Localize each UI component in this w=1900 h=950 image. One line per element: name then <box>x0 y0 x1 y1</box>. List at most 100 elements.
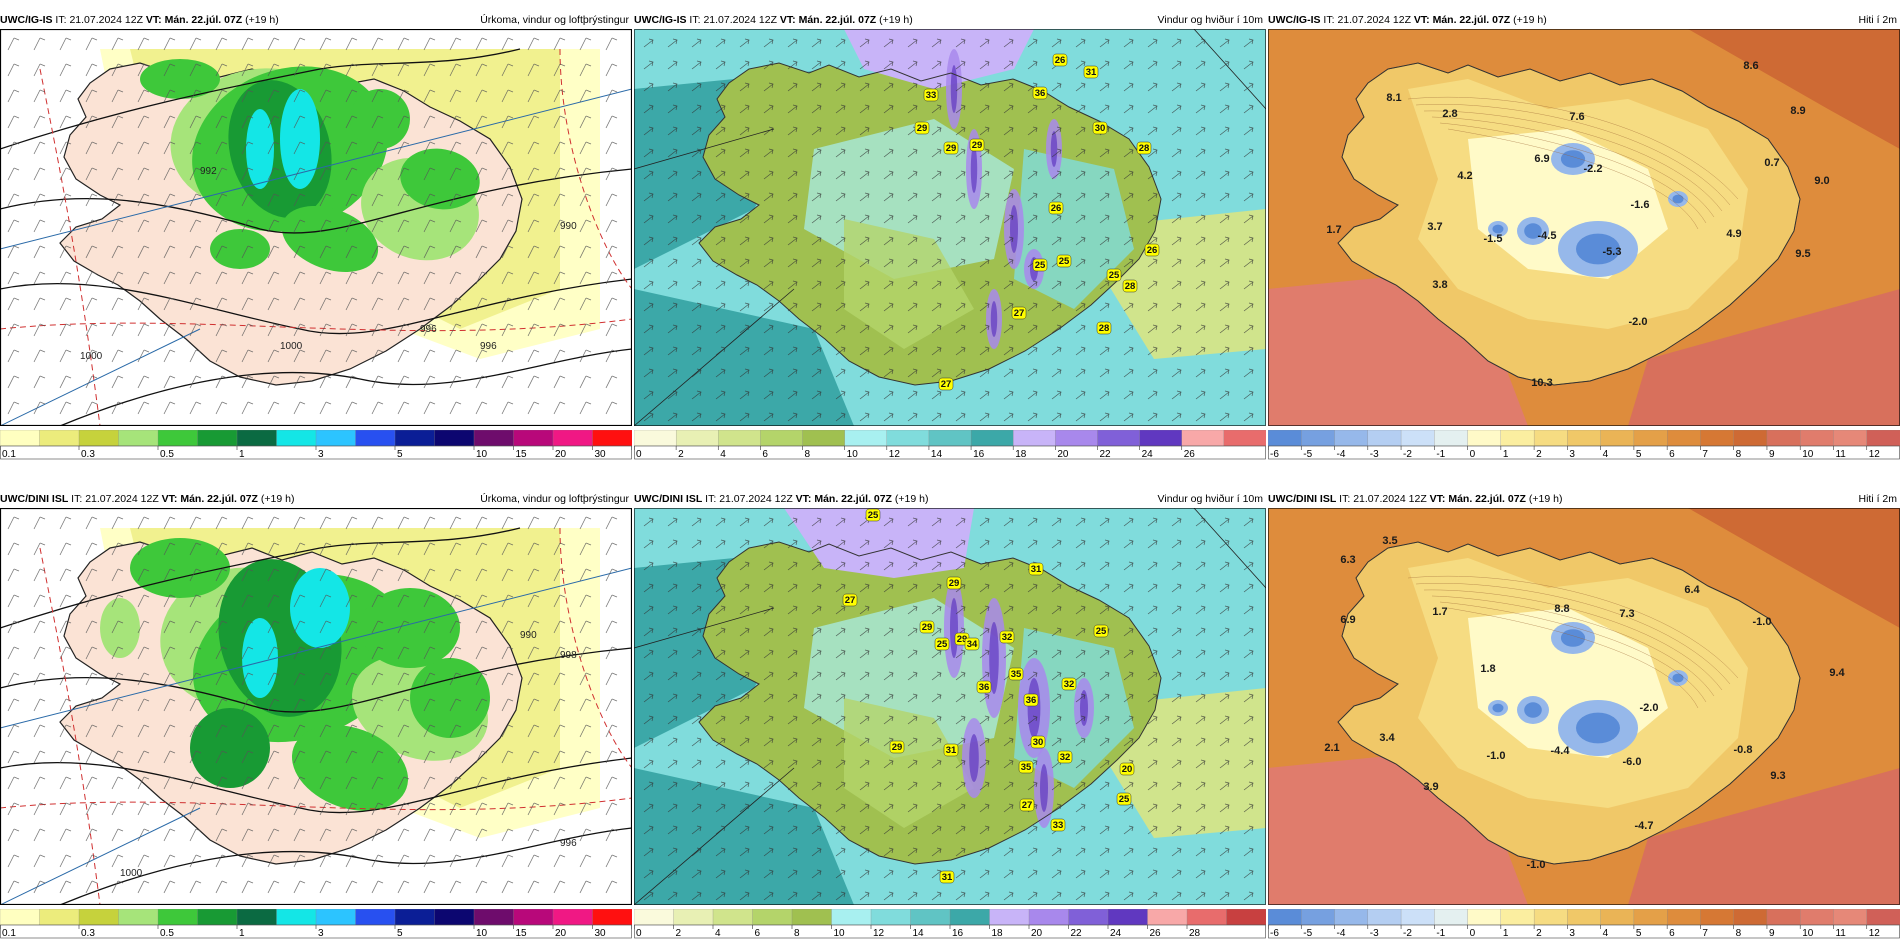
temp-value: 2.8 <box>1442 108 1457 120</box>
gust-marker: 20 <box>1119 762 1135 776</box>
gust-value: 25 <box>1035 260 1046 271</box>
legend-tick-label: 28 <box>1189 928 1201 939</box>
init-time: 21.07.2024 12Z <box>1337 14 1411 26</box>
temp-value: -2.2 <box>1584 163 1603 175</box>
legend-swatch <box>1866 430 1900 447</box>
temp-value: 4.9 <box>1726 228 1741 240</box>
legend-tick-label: -6 <box>1270 449 1279 460</box>
gust-value: 32 <box>1060 752 1071 763</box>
temp-value: 3.9 <box>1423 781 1438 793</box>
gust-value: 35 <box>1021 762 1032 773</box>
panel-header: UWC/IG-IS IT: 21.07.2024 12Z VT: Mán. 22… <box>0 13 632 28</box>
gust-value: 27 <box>941 379 952 390</box>
model-name: UWC/DINI ISL <box>0 493 69 505</box>
gust-value: 31 <box>1086 67 1097 78</box>
legend-swatch <box>434 430 475 447</box>
temp-value: 7.3 <box>1619 608 1634 620</box>
legend-swatch <box>1400 909 1435 926</box>
color-legend: -6 -5 -4 -3 -2 -1 0 1 2 3 4 5 6 7 8 9 10 11 12 <box>1268 430 1900 460</box>
model-name: UWC/DINI ISL <box>634 493 703 505</box>
legend-tick-label: 24 <box>1142 449 1154 460</box>
legend-tick-label: 8 <box>794 928 800 939</box>
gust-marker: 25 <box>1106 268 1122 282</box>
valid-time: Mán. 22.júl. 07Z <box>180 493 258 505</box>
lead-time: (+19 h) <box>1528 493 1563 505</box>
legend-swatch <box>355 430 396 447</box>
legend-tick-label: 0 <box>1470 928 1476 939</box>
legend-swatch <box>513 909 554 926</box>
panel-wind-igis: UWC/IG-IS IT: 21.07.2024 12Z VT: Mán. 22… <box>634 13 1266 465</box>
isobar-label: 1000 <box>280 341 303 352</box>
legend-swatch <box>1766 909 1801 926</box>
legend-swatch <box>1434 430 1469 447</box>
legend-swatch <box>1301 430 1336 447</box>
gust-value: 26 <box>1147 245 1158 256</box>
vt-prefix: VT: <box>779 14 796 26</box>
color-legend: 0 2 4 6 8 10 12 14 16 18 20 22 24 26 28 <box>634 909 1266 939</box>
color-legend: 0.10.30.51351015203050 <box>0 909 632 939</box>
panel-precip-dini: UWC/DINI ISL IT: 21.07.2024 12Z VT: Mán.… <box>0 492 632 944</box>
gust-value: 33 <box>926 90 937 101</box>
gust-marker: 27 <box>842 593 858 607</box>
legend-tick-label: -2 <box>1403 928 1412 939</box>
legend-swatch <box>39 430 80 447</box>
legend-swatch <box>513 430 554 447</box>
legend-swatch <box>78 430 120 447</box>
legend-swatch <box>1733 909 1768 926</box>
valid-time: Mán. 22.júl. 07Z <box>814 493 892 505</box>
map-precip: 996 992 1000 1000 996 990 <box>0 29 632 426</box>
legend-swatch <box>1268 909 1302 926</box>
legend-swatch <box>1800 909 1835 926</box>
legend-tick-label: 15 <box>516 449 528 460</box>
legend-tick-label: 1 <box>239 449 245 460</box>
legend-tick-label: 5 <box>1636 928 1642 939</box>
legend-tick-label: 12 <box>1869 449 1881 460</box>
it-prefix: IT: <box>1323 14 1335 26</box>
legend-swatch <box>355 909 396 926</box>
init-time: 21.07.2024 12Z <box>703 14 777 26</box>
legend-swatch <box>910 909 951 926</box>
gust-marker: 31 <box>939 870 955 884</box>
legend-swatch <box>1567 909 1602 926</box>
gust-value: 36 <box>1035 88 1046 99</box>
legend-tick-label: 6 <box>755 928 761 939</box>
legend-tick-label: 4 <box>720 449 726 460</box>
legend-swatch <box>118 430 159 447</box>
gust-marker: 26 <box>1144 243 1160 257</box>
temp-value: 3.8 <box>1432 279 1447 291</box>
gust-value: 36 <box>979 682 990 693</box>
vt-prefix: VT: <box>145 14 162 26</box>
gust-marker: 32 <box>1061 677 1077 691</box>
gust-value: 27 <box>1022 800 1033 811</box>
legend-tick-label: 6 <box>1669 449 1675 460</box>
panel-header: UWC/IG-IS IT: 21.07.2024 12Z VT: Mán. 22… <box>634 13 1266 28</box>
legend-swatch <box>78 909 120 926</box>
gust-marker: 26 <box>1048 201 1064 215</box>
temp-value: 8.8 <box>1554 603 1569 615</box>
legend-swatch <box>989 909 1030 926</box>
legend-swatch <box>1334 909 1369 926</box>
legend-tick-label: 10 <box>1802 449 1814 460</box>
gust-value: 25 <box>1119 794 1130 805</box>
legend-swatch <box>552 430 594 447</box>
lead-time: (+19 h) <box>245 14 279 26</box>
panel-title: Vindur og hviður í 10m <box>1157 14 1263 26</box>
gust-marker: 36 <box>1023 693 1039 707</box>
legend-swatch <box>1097 430 1141 447</box>
gust-value: 26 <box>1055 55 1066 66</box>
legend-tick-label: 30 <box>595 928 607 939</box>
legend-swatch <box>394 909 436 926</box>
color-legend: 0.10.30.51351015203050 <box>0 430 632 460</box>
legend-swatch <box>1467 430 1502 447</box>
legend-swatch <box>1467 909 1502 926</box>
legend-tick-label: 24 <box>1110 928 1122 939</box>
legend-swatch <box>157 430 199 447</box>
legend-tick-label: 8 <box>1736 928 1742 939</box>
legend-tick-label: 1 <box>1503 928 1509 939</box>
gust-marker: 26 <box>1052 53 1068 67</box>
it-prefix: IT: <box>705 493 717 505</box>
legend-tick-label: 18 <box>1015 449 1027 460</box>
temp-value: -4.4 <box>1551 745 1571 757</box>
legend-swatch <box>831 909 872 926</box>
legend-swatch <box>1367 909 1402 926</box>
